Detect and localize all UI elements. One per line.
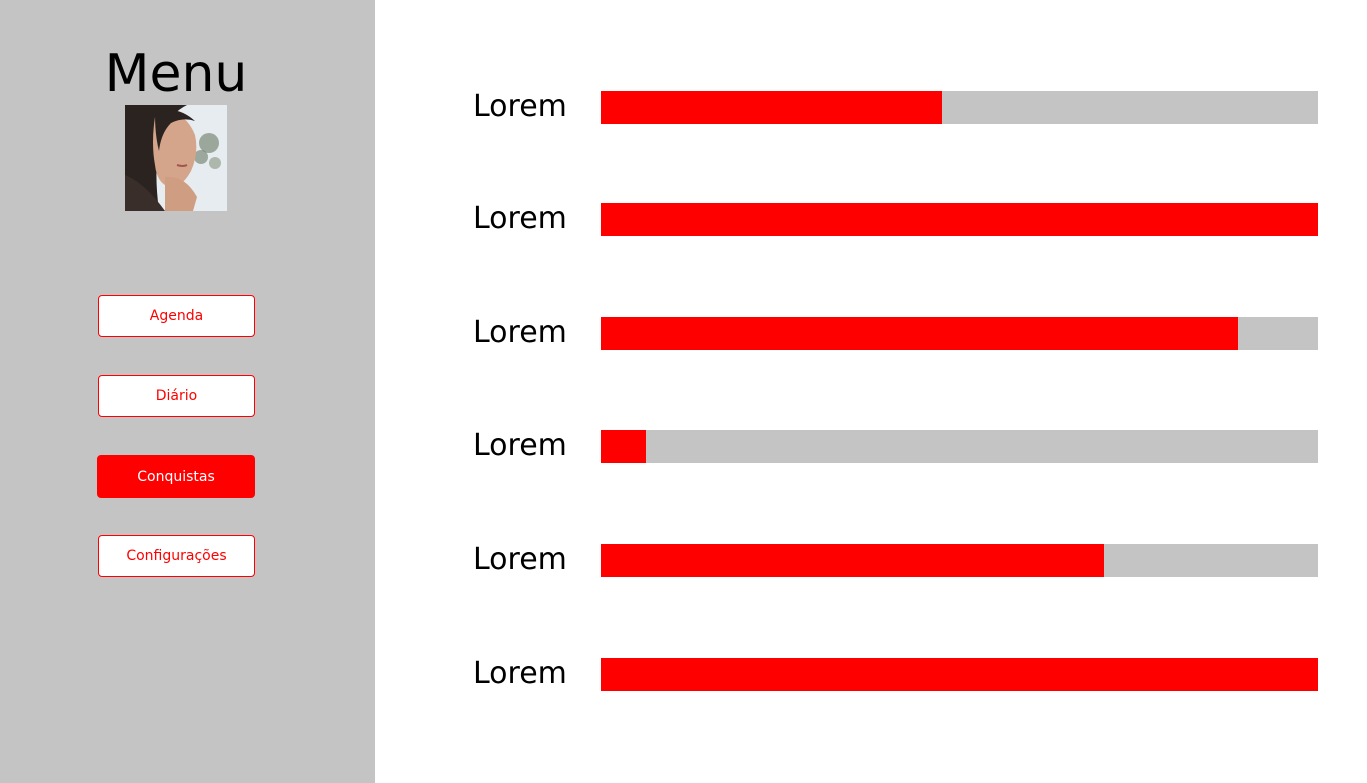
avatar xyxy=(125,105,227,211)
achievements-panel: Lorem Lorem Lorem Lorem Lorem Lorem xyxy=(375,0,1367,783)
progress-track xyxy=(601,91,1318,124)
nav-diario-button[interactable]: Diário xyxy=(98,375,255,417)
progress-label: Lorem xyxy=(473,315,567,350)
progress-track xyxy=(601,317,1318,350)
progress-row: Lorem xyxy=(375,654,1367,694)
nav-agenda-button[interactable]: Agenda xyxy=(98,295,255,337)
user-photo-icon xyxy=(125,105,227,211)
menu-title: Menu xyxy=(104,44,248,104)
progress-track xyxy=(601,658,1318,691)
progress-row: Lorem xyxy=(375,87,1367,127)
progress-label: Lorem xyxy=(473,201,567,236)
progress-label: Lorem xyxy=(473,656,567,691)
progress-fill xyxy=(601,430,647,463)
progress-fill xyxy=(601,91,943,124)
progress-label: Lorem xyxy=(473,89,567,124)
progress-row: Lorem xyxy=(375,540,1367,580)
sidebar: Menu Agenda Diário Conquistas Configuraç… xyxy=(0,0,375,783)
progress-label: Lorem xyxy=(473,542,567,577)
progress-row: Lorem xyxy=(375,199,1367,239)
progress-label: Lorem xyxy=(473,428,567,463)
nav-configuracoes-button[interactable]: Configurações xyxy=(98,535,255,577)
progress-track xyxy=(601,203,1318,236)
progress-fill xyxy=(601,203,1318,236)
progress-row: Lorem xyxy=(375,426,1367,466)
progress-track xyxy=(601,430,1318,463)
progress-fill xyxy=(601,658,1318,691)
progress-row: Lorem xyxy=(375,313,1367,353)
progress-track xyxy=(601,544,1318,577)
nav-conquistas-button[interactable]: Conquistas xyxy=(97,455,255,498)
progress-fill xyxy=(601,317,1239,350)
progress-fill xyxy=(601,544,1104,577)
